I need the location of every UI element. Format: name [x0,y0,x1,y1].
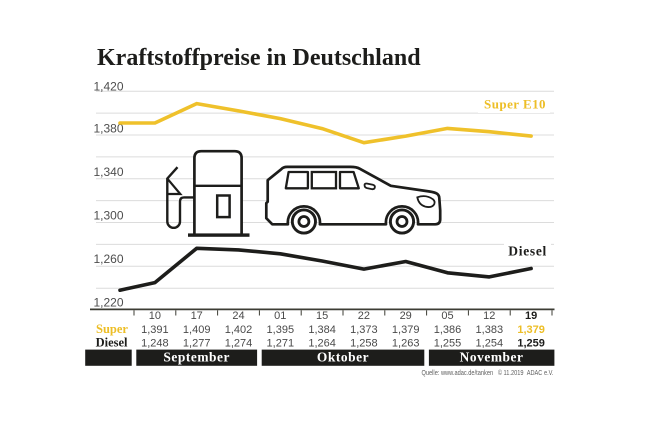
svg-text:29: 29 [400,310,412,322]
svg-text:1,271: 1,271 [267,338,295,350]
svg-text:1,402: 1,402 [225,324,253,336]
svg-text:10: 10 [149,310,161,322]
svg-text:1,384: 1,384 [308,324,336,336]
svg-text:1,263: 1,263 [392,338,420,350]
svg-text:Diesel: Diesel [96,336,128,350]
svg-text:1,340: 1,340 [94,165,124,179]
svg-text:1,248: 1,248 [141,338,169,350]
svg-text:Diesel: Diesel [508,244,547,259]
svg-text:22: 22 [358,310,370,322]
svg-text:1,379: 1,379 [517,324,545,336]
svg-text:Super E10: Super E10 [484,97,546,112]
svg-text:1,274: 1,274 [225,338,253,350]
svg-text:Super: Super [96,322,128,336]
svg-text:1,255: 1,255 [434,338,462,350]
svg-text:05: 05 [441,310,453,322]
svg-text:September: September [163,350,230,365]
svg-text:1,254: 1,254 [476,338,504,350]
svg-text:24: 24 [232,310,244,322]
svg-text:19: 19 [525,310,537,322]
svg-text:Oktober: Oktober [317,350,369,365]
svg-text:1,383: 1,383 [476,324,504,336]
svg-text:November: November [460,350,524,365]
svg-text:1,420: 1,420 [94,80,124,94]
svg-text:1,259: 1,259 [517,338,545,350]
svg-text:1,220: 1,220 [94,296,124,310]
svg-text:1,380: 1,380 [94,122,124,136]
svg-text:01: 01 [274,310,286,322]
svg-text:Kraftstoffpreise in Deutschlan: Kraftstoffpreise in Deutschland [97,45,421,71]
svg-text:15: 15 [316,310,328,322]
svg-text:1,395: 1,395 [267,324,295,336]
svg-text:1,379: 1,379 [392,324,420,336]
svg-text:1,260: 1,260 [94,252,124,266]
svg-text:1,258: 1,258 [350,338,378,350]
svg-text:1,300: 1,300 [94,209,124,223]
svg-text:1,373: 1,373 [350,324,378,336]
svg-text:1,391: 1,391 [141,324,169,336]
svg-text:1,409: 1,409 [183,324,211,336]
svg-text:12: 12 [483,310,495,322]
svg-text:1,277: 1,277 [183,338,211,350]
svg-text:Quelle: www.adac.de/tanken ©: Quelle: www.adac.de/tanken © 11.2019 ADA… [422,369,554,377]
svg-text:1,386: 1,386 [434,324,462,336]
svg-text:17: 17 [191,310,203,322]
svg-text:1,264: 1,264 [308,338,336,350]
